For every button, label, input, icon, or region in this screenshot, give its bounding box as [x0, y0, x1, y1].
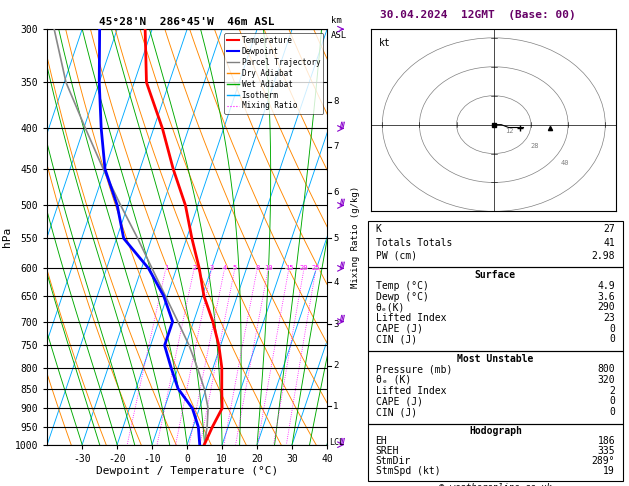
- Text: 3: 3: [209, 265, 214, 271]
- Text: 800: 800: [598, 364, 615, 374]
- Text: 2: 2: [333, 361, 338, 370]
- Text: 4: 4: [333, 278, 338, 287]
- Text: 5: 5: [333, 234, 338, 243]
- Text: 290: 290: [598, 302, 615, 312]
- Text: 3.6: 3.6: [598, 292, 615, 301]
- Text: 7: 7: [333, 142, 338, 152]
- Text: 30.04.2024  12GMT  (Base: 00): 30.04.2024 12GMT (Base: 00): [380, 10, 576, 20]
- X-axis label: Dewpoint / Temperature (°C): Dewpoint / Temperature (°C): [96, 467, 278, 476]
- Text: Dewp (°C): Dewp (°C): [376, 292, 428, 301]
- Text: 1: 1: [333, 402, 338, 411]
- Text: 2: 2: [610, 386, 615, 396]
- Text: 2.98: 2.98: [591, 251, 615, 261]
- Bar: [368, 351, 623, 424]
- Text: kt: kt: [379, 38, 390, 48]
- Text: 23: 23: [603, 313, 615, 323]
- Text: CAPE (J): CAPE (J): [376, 397, 423, 406]
- Text: CAPE (J): CAPE (J): [376, 324, 423, 333]
- Text: 6: 6: [333, 188, 338, 197]
- Text: 40: 40: [560, 160, 569, 166]
- Text: 15: 15: [285, 265, 293, 271]
- Text: SREH: SREH: [376, 446, 399, 456]
- Text: 25: 25: [312, 265, 320, 271]
- Text: Mixing Ratio (g/kg): Mixing Ratio (g/kg): [351, 186, 360, 288]
- Text: θₑ (K): θₑ (K): [376, 375, 411, 385]
- Text: 12: 12: [505, 128, 513, 134]
- Text: Temp (°C): Temp (°C): [376, 281, 428, 291]
- Text: 8: 8: [333, 97, 338, 106]
- Text: 3: 3: [333, 320, 338, 329]
- Text: Most Unstable: Most Unstable: [457, 354, 533, 364]
- Text: 0: 0: [610, 407, 615, 417]
- Text: 8: 8: [255, 265, 259, 271]
- Bar: [368, 221, 623, 267]
- Text: 335: 335: [598, 446, 615, 456]
- Text: Lifted Index: Lifted Index: [376, 386, 446, 396]
- Text: 289°: 289°: [591, 456, 615, 466]
- Text: Pressure (mb): Pressure (mb): [376, 364, 452, 374]
- Text: Lifted Index: Lifted Index: [376, 313, 446, 323]
- Text: StmDir: StmDir: [376, 456, 411, 466]
- Text: CIN (J): CIN (J): [376, 407, 417, 417]
- Bar: [368, 267, 623, 351]
- Text: 41: 41: [603, 238, 615, 247]
- Text: km: km: [331, 16, 342, 25]
- Text: EH: EH: [376, 436, 387, 446]
- Text: 10: 10: [264, 265, 272, 271]
- Text: 28: 28: [531, 143, 540, 149]
- Text: 2: 2: [192, 265, 196, 271]
- Text: PW (cm): PW (cm): [376, 251, 417, 261]
- Text: 320: 320: [598, 375, 615, 385]
- Text: 5: 5: [233, 265, 237, 271]
- Y-axis label: hPa: hPa: [2, 227, 12, 247]
- Text: 4.9: 4.9: [598, 281, 615, 291]
- Text: 20: 20: [300, 265, 308, 271]
- Text: 0: 0: [610, 334, 615, 344]
- Bar: [368, 424, 623, 481]
- Text: 1: 1: [164, 265, 168, 271]
- Text: 27: 27: [603, 225, 615, 234]
- Legend: Temperature, Dewpoint, Parcel Trajectory, Dry Adiabat, Wet Adiabat, Isotherm, Mi: Temperature, Dewpoint, Parcel Trajectory…: [224, 33, 323, 114]
- Text: 186: 186: [598, 436, 615, 446]
- Text: 0: 0: [610, 397, 615, 406]
- Text: 4: 4: [223, 265, 226, 271]
- Text: Totals Totals: Totals Totals: [376, 238, 452, 247]
- Title: 45°28'N  286°45'W  46m ASL: 45°28'N 286°45'W 46m ASL: [99, 17, 275, 27]
- Text: © weatheronline.co.uk: © weatheronline.co.uk: [439, 484, 552, 486]
- Text: Hodograph: Hodograph: [469, 426, 522, 436]
- Text: 19: 19: [603, 466, 615, 476]
- Text: 0: 0: [610, 324, 615, 333]
- Text: K: K: [376, 225, 381, 234]
- Text: CIN (J): CIN (J): [376, 334, 417, 344]
- Text: Surface: Surface: [475, 270, 516, 280]
- Text: θₑ(K): θₑ(K): [376, 302, 405, 312]
- Text: LCL: LCL: [329, 438, 344, 447]
- Text: StmSpd (kt): StmSpd (kt): [376, 466, 440, 476]
- Text: ASL: ASL: [331, 31, 347, 39]
